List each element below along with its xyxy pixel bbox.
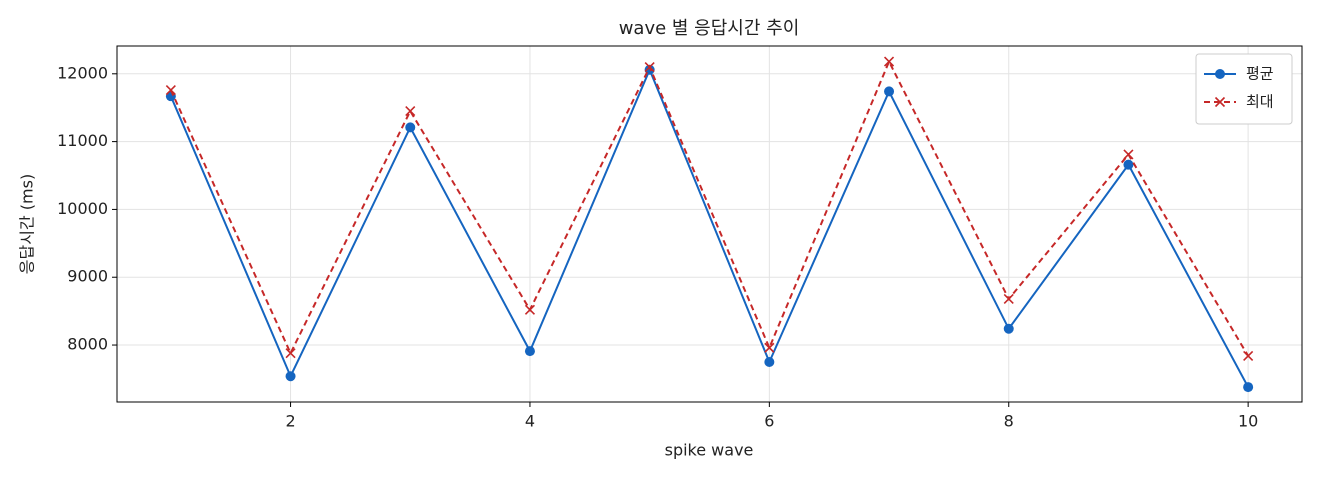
series-line: [169, 67, 1250, 388]
x-tick-label: 4: [525, 412, 535, 431]
data-point: [285, 348, 296, 359]
legend-label: 최대: [1246, 93, 1274, 111]
data-point: [405, 122, 416, 133]
y-tick-label: 12000: [57, 63, 108, 82]
data-point: [764, 342, 775, 353]
data-point: [165, 85, 176, 96]
data-point: [524, 346, 535, 357]
y-tick-label: 10000: [57, 199, 108, 218]
x-axis-label: spike wave: [665, 441, 754, 460]
x-tick-label: 10: [1238, 412, 1258, 431]
data-point: [1123, 149, 1134, 160]
data-point: [405, 106, 416, 117]
data-point: [1243, 382, 1254, 393]
legend-marker: [1215, 69, 1225, 79]
data-point: [1243, 350, 1254, 361]
data-point: [764, 356, 775, 367]
data-point: [285, 371, 296, 382]
plot-frame: [116, 45, 1303, 403]
data-point: [524, 304, 536, 315]
y-axis-label: 응답시간 (ms): [18, 174, 37, 274]
legend-box: [1195, 53, 1293, 125]
data-point: [884, 86, 895, 97]
x-tick-label: 6: [764, 412, 774, 431]
legend-marker: [1214, 96, 1226, 108]
data-point: [1003, 293, 1014, 304]
series-line: [169, 59, 1249, 357]
data-point: [644, 61, 655, 73]
y-tick-label: 9000: [67, 267, 108, 286]
data-point: [1003, 323, 1014, 334]
chart-title: wave 별 응답시간 추이: [619, 18, 800, 39]
x-tick-label: 2: [285, 412, 295, 431]
x-tick-label: 8: [1004, 412, 1014, 431]
data-point: [883, 56, 895, 67]
data-point: [1123, 159, 1134, 170]
y-tick-label: 8000: [67, 335, 108, 354]
legend-label: 평균: [1246, 65, 1274, 83]
y-tick-label: 11000: [57, 131, 108, 150]
